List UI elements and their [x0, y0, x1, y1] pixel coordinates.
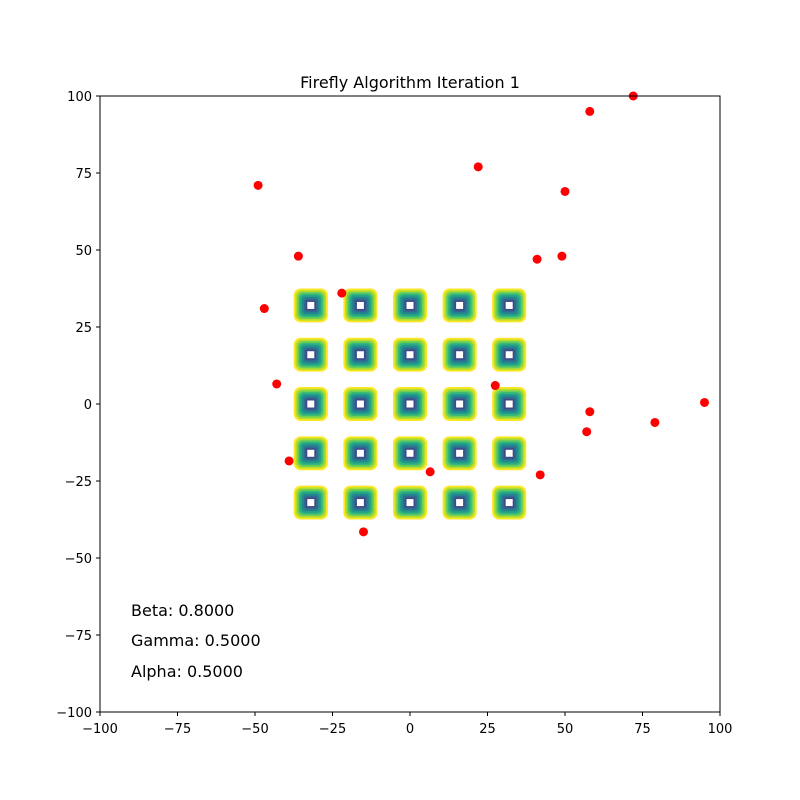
gamma-annotation: Gamma: 0.5000 — [131, 631, 261, 650]
firefly-point — [359, 527, 368, 537]
y-tick-label: −100 — [56, 706, 92, 721]
x-tick-label: 25 — [479, 722, 496, 737]
contour-blob — [343, 337, 378, 372]
firefly-point — [293, 251, 303, 261]
contour-blob — [492, 288, 527, 323]
contour-center — [307, 449, 315, 457]
y-tick-label: 50 — [75, 244, 92, 259]
contour-blob — [392, 485, 428, 520]
contour-center — [307, 499, 315, 507]
contour-center — [307, 400, 315, 408]
contour-blob — [293, 436, 328, 471]
contour-blob — [392, 337, 428, 372]
contour-center — [356, 351, 364, 359]
contour-blob — [492, 387, 527, 421]
firefly-point — [535, 470, 545, 480]
firefly-point — [284, 456, 294, 466]
firefly-point — [582, 427, 592, 437]
x-tick-label: −100 — [82, 722, 118, 737]
contour-layer — [293, 288, 527, 520]
x-axis: −100 −75 −50 −25 0 25 50 75 100 — [82, 712, 732, 737]
firefly-point — [650, 417, 660, 427]
contour-blob — [392, 387, 428, 421]
contour-center — [406, 499, 414, 507]
contour-center — [505, 301, 513, 309]
contour-center — [456, 499, 464, 507]
contour-blob — [392, 436, 428, 471]
firefly-point — [560, 186, 570, 196]
contour-center — [456, 351, 464, 359]
firefly-point — [700, 397, 709, 407]
y-tick-label: −75 — [65, 629, 92, 644]
firefly-point — [585, 106, 595, 116]
contour-center — [356, 499, 364, 507]
contour-center — [505, 400, 513, 408]
contour-blob — [442, 387, 477, 421]
y-tick-label: 75 — [75, 167, 92, 182]
contour-center — [307, 351, 315, 359]
contour-blob — [343, 436, 378, 471]
firefly-point — [259, 304, 269, 314]
y-tick-label: −25 — [65, 475, 92, 490]
contour-blob — [293, 387, 328, 421]
contour-center — [505, 351, 513, 359]
contour-blob — [492, 337, 527, 372]
contour-center — [356, 400, 364, 408]
x-tick-label: 0 — [406, 722, 414, 737]
contour-blob — [492, 485, 527, 520]
y-tick-label: 100 — [67, 90, 92, 105]
contour-center — [406, 400, 414, 408]
firefly-point — [473, 162, 483, 172]
contour-center — [356, 301, 364, 309]
x-tick-label: −50 — [241, 722, 268, 737]
firefly-point — [425, 467, 435, 477]
contour-blob — [442, 436, 477, 471]
firefly-point — [557, 251, 567, 261]
contour-blob — [293, 288, 328, 323]
firefly-point — [272, 379, 282, 389]
contour-center — [406, 449, 414, 457]
contour-center — [505, 449, 513, 457]
contour-center — [356, 449, 364, 457]
y-tick-label: −50 — [65, 552, 92, 567]
chart-title: Firefly Algorithm Iteration 1 — [300, 73, 520, 92]
contour-blob — [293, 485, 328, 520]
contour-blob — [343, 485, 378, 520]
contour-blob — [343, 387, 378, 421]
firefly-point — [337, 288, 347, 298]
contour-center — [456, 449, 464, 457]
contour-blob — [492, 436, 527, 471]
y-tick-label: 25 — [75, 321, 92, 336]
beta-annotation: Beta: 0.8000 — [131, 601, 234, 620]
contour-blob — [343, 288, 378, 323]
x-tick-label: −25 — [319, 722, 346, 737]
contour-center — [456, 301, 464, 309]
x-tick-label: 100 — [708, 722, 733, 737]
x-tick-label: 50 — [557, 722, 574, 737]
firefly-point — [490, 381, 500, 391]
parameter-annotations: Beta: 0.8000 Gamma: 0.5000 Alpha: 0.5000 — [131, 601, 261, 681]
y-axis: −100 −75 −50 −25 0 25 50 75 100 — [56, 90, 100, 721]
contour-center — [505, 499, 513, 507]
contour-center — [406, 301, 414, 309]
contour-center — [456, 400, 464, 408]
contour-blob — [442, 485, 477, 520]
firefly-point — [532, 254, 542, 264]
contour-blob — [442, 288, 477, 323]
firefly-point — [253, 180, 263, 190]
x-tick-label: −75 — [164, 722, 191, 737]
contour-blob — [392, 288, 428, 323]
contour-center — [406, 351, 414, 359]
x-tick-label: 75 — [634, 722, 651, 737]
alpha-annotation: Alpha: 0.5000 — [131, 662, 243, 681]
firefly-point — [585, 407, 595, 417]
contour-blob — [442, 337, 477, 372]
contour-blob — [293, 337, 328, 372]
y-tick-label: 0 — [84, 398, 92, 413]
contour-center — [307, 301, 315, 309]
